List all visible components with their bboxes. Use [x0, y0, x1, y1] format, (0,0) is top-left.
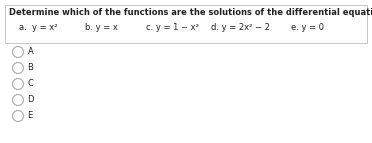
Circle shape — [13, 62, 23, 74]
Text: D: D — [28, 96, 34, 105]
Text: a.  y = x²: a. y = x² — [19, 23, 58, 32]
Text: Determine which of the functions are the solutions of the differential equation:: Determine which of the functions are the… — [9, 8, 372, 17]
Text: c. y = 1 − x²: c. y = 1 − x² — [146, 23, 199, 32]
Text: b. y = x: b. y = x — [85, 23, 118, 32]
Circle shape — [13, 95, 23, 106]
Text: A: A — [28, 47, 33, 56]
Text: E: E — [28, 112, 33, 121]
FancyBboxPatch shape — [5, 5, 367, 43]
Circle shape — [13, 111, 23, 122]
Text: d. y = 2x² − 2: d. y = 2x² − 2 — [211, 23, 270, 32]
Text: e. y = 0: e. y = 0 — [291, 23, 324, 32]
Text: C: C — [28, 80, 33, 89]
Circle shape — [13, 79, 23, 90]
Text: B: B — [28, 63, 33, 73]
Circle shape — [13, 46, 23, 57]
